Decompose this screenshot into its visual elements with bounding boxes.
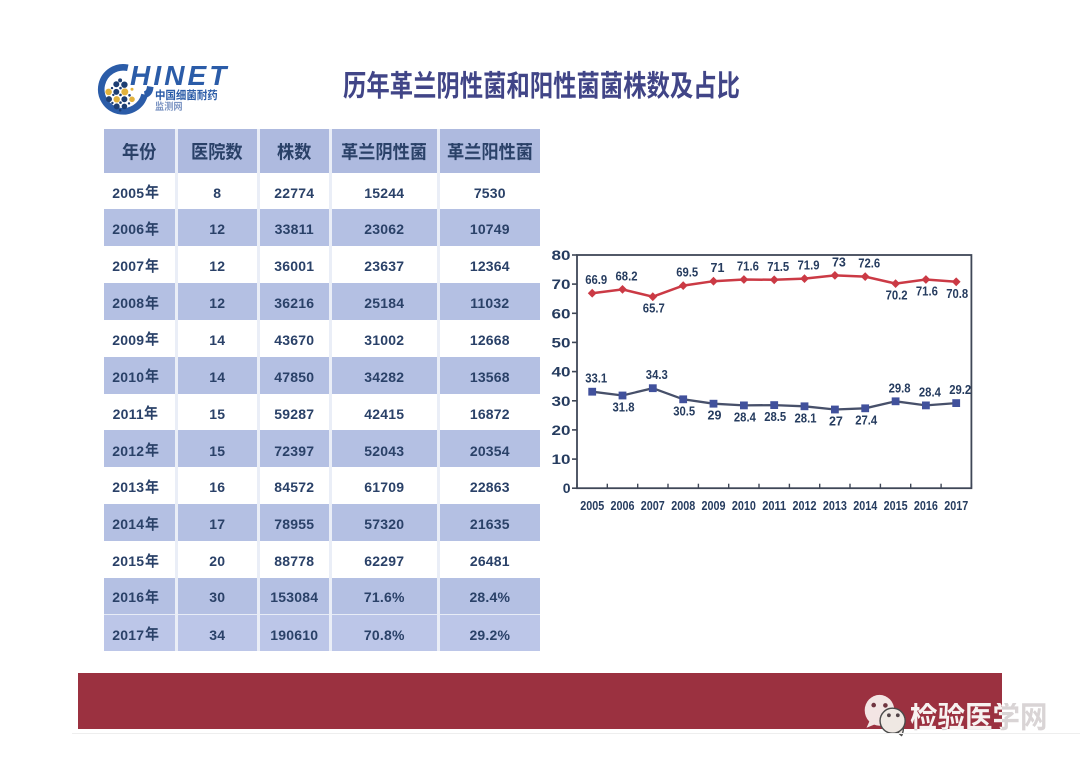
svg-text:20: 20	[552, 422, 571, 438]
svg-text:29: 29	[708, 409, 722, 423]
svg-text:70.8: 70.8	[946, 287, 968, 301]
svg-text:60: 60	[552, 305, 571, 321]
svg-text:28.5: 28.5	[764, 410, 786, 424]
svg-text:30: 30	[552, 393, 571, 409]
svg-text:28.1: 28.1	[795, 411, 817, 425]
svg-text:50: 50	[552, 334, 571, 350]
svg-text:2005: 2005	[580, 498, 604, 513]
svg-text:34.3: 34.3	[646, 368, 668, 382]
svg-text:29.8: 29.8	[889, 381, 911, 395]
svg-text:27.4: 27.4	[855, 413, 877, 427]
svg-text:66.9: 66.9	[585, 273, 607, 287]
svg-text:40: 40	[552, 364, 571, 380]
svg-text:10: 10	[552, 451, 571, 467]
svg-text:2016: 2016	[914, 498, 938, 513]
svg-text:2012: 2012	[793, 498, 817, 513]
svg-text:2013: 2013	[823, 498, 847, 513]
svg-text:70.2: 70.2	[886, 289, 908, 303]
svg-text:28.4: 28.4	[919, 385, 941, 399]
svg-text:71.9: 71.9	[798, 259, 820, 273]
svg-text:71: 71	[711, 261, 725, 275]
svg-text:2017: 2017	[944, 498, 968, 513]
svg-text:29.2: 29.2	[949, 383, 971, 397]
svg-text:27: 27	[829, 415, 843, 429]
svg-text:65.7: 65.7	[643, 302, 665, 316]
svg-text:2009: 2009	[702, 498, 726, 513]
svg-text:28.4: 28.4	[734, 410, 756, 424]
svg-text:70: 70	[552, 276, 571, 292]
svg-text:33.1: 33.1	[585, 372, 607, 386]
svg-text:2011: 2011	[762, 498, 786, 513]
svg-text:68.2: 68.2	[616, 269, 638, 283]
svg-text:2007: 2007	[641, 498, 665, 513]
svg-text:71.6: 71.6	[916, 285, 938, 299]
svg-text:80: 80	[552, 247, 571, 263]
svg-text:30.5: 30.5	[673, 404, 695, 418]
svg-text:2010: 2010	[732, 498, 756, 513]
svg-text:71.6: 71.6	[737, 260, 759, 274]
svg-text:72.6: 72.6	[858, 257, 880, 271]
svg-text:2008: 2008	[671, 498, 695, 513]
svg-text:73: 73	[832, 255, 846, 269]
svg-text:0: 0	[563, 480, 571, 496]
svg-text:71.5: 71.5	[767, 260, 789, 274]
svg-text:2014: 2014	[853, 498, 878, 513]
svg-text:2015: 2015	[884, 498, 908, 513]
svg-text:69.5: 69.5	[676, 266, 698, 280]
svg-text:31.8: 31.8	[613, 401, 635, 415]
svg-text:2006: 2006	[611, 498, 635, 513]
